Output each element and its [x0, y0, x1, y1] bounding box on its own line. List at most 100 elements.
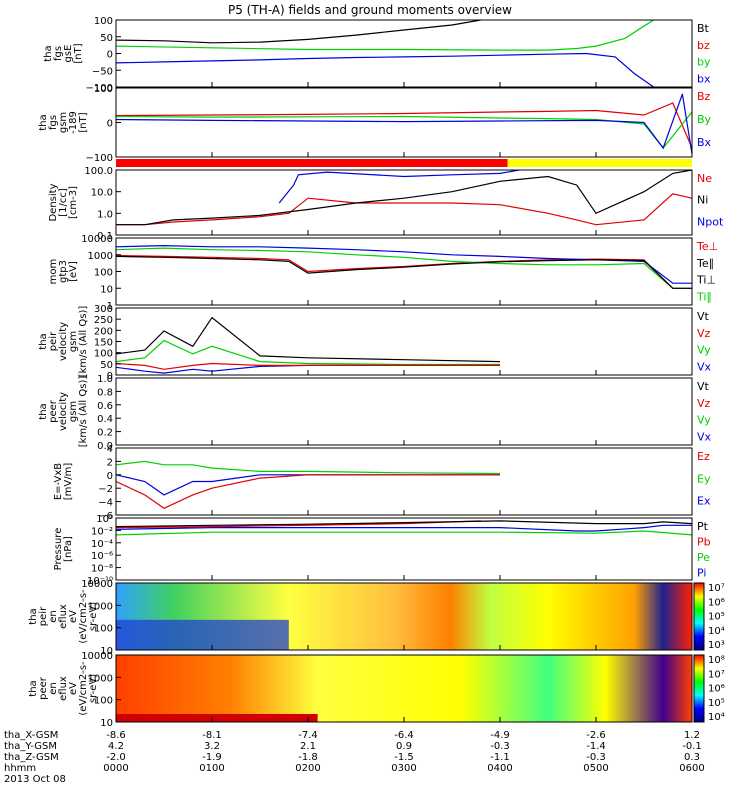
- y-axis-label: E=-VxB: [53, 463, 64, 500]
- legend-entry: bx: [697, 72, 711, 85]
- series-Ne: [116, 193, 692, 226]
- legend-entry: By: [697, 113, 712, 126]
- colorbar-tick: 10⁵: [708, 698, 725, 709]
- x-row-value: 2.1: [300, 741, 316, 752]
- series-Pi: [116, 524, 692, 532]
- y-axis-label: (eV/cm2-s-: [78, 661, 89, 716]
- panel-2: Bz By Bx 100 0 −100 tha fgs gsm -189 [nT]: [38, 84, 712, 164]
- y-tick-label: 0.8: [97, 387, 113, 398]
- series-Te⊥: [116, 254, 692, 289]
- colorbar-tick: 10⁷: [708, 583, 725, 594]
- series-Ez: [116, 474, 500, 509]
- panel-1: Bt bz by bx 100 50 0 −50 −100 tha fgs gsE [nT]: [43, 16, 711, 94]
- colorbar: [693, 654, 705, 723]
- y-axis-label: tha: [43, 45, 54, 61]
- series-group: [116, 170, 692, 226]
- y-tick-label: 200: [94, 326, 113, 337]
- y-tick-label: −2: [98, 484, 113, 495]
- y-tick-label: 300: [94, 304, 113, 315]
- y-tick-label: 100: [94, 696, 113, 707]
- y-tick-label: 0.0: [97, 441, 113, 452]
- colorbar-tick: 10⁷: [708, 669, 725, 680]
- series-group: [116, 93, 692, 155]
- y-axis-label: eV: [68, 610, 79, 623]
- x-row-value: -1.5: [394, 752, 414, 763]
- y-axis-label: [nPa]: [63, 536, 74, 562]
- y-tick-label: −100: [86, 153, 113, 164]
- legend-entry: Vz: [697, 327, 711, 340]
- legend-entry: Vx: [697, 360, 712, 373]
- panel-3: Ne Ni Npot 100.0 10.0 1.0 0.1 Density [1/cc] [cm-…: [48, 166, 724, 242]
- x-row-value: -1.4: [586, 741, 606, 752]
- x-row-value: -0.1: [682, 741, 702, 752]
- y-tick-label: 10: [100, 284, 113, 295]
- y-tick-label: 1: [107, 301, 113, 312]
- y-axis-label: eflux: [58, 676, 69, 701]
- y-tick-label: 0.6: [97, 401, 113, 412]
- panel-frame: [115, 87, 693, 158]
- y-axis-label: eV: [68, 682, 79, 695]
- y-axis-label: tha: [28, 680, 39, 696]
- y-tick-label: 100: [94, 624, 113, 635]
- legend-entry: Vx: [697, 430, 712, 443]
- colorbar-tick: 10⁶: [708, 597, 725, 608]
- legend-entry: bz: [697, 39, 710, 52]
- y-axis-label: [cm-3]: [68, 186, 79, 219]
- x-row-value: -1.9: [202, 752, 222, 763]
- x-row-value: 0.9: [396, 741, 412, 752]
- x-row-value: -2.0: [106, 752, 126, 763]
- y-axis-label: gsm: [58, 112, 69, 133]
- y-tick-label: 0: [107, 371, 113, 382]
- y-tick-label: 10: [100, 646, 113, 657]
- y-tick-label: 150: [94, 338, 113, 349]
- mode-bar: [116, 159, 692, 167]
- y-axis-label: [nT]: [73, 43, 84, 63]
- y-tick-label: 50: [100, 33, 113, 44]
- y-tick-label: 10⁻⁴: [91, 539, 113, 550]
- y-axis-label: eflux: [58, 604, 69, 629]
- series-bx: [116, 52, 654, 87]
- x-row-value: 0100: [199, 763, 224, 774]
- legend-entry: Vt: [697, 380, 710, 393]
- y-axis-label: en: [48, 682, 59, 695]
- panel-9: 10⁷ 10⁶ 10⁵ 10⁴ 10³ 10000 1000 100 10 tha peir en ef…: [28, 579, 725, 657]
- y-tick-label: 2: [107, 457, 113, 468]
- y-axis-label: [nT]: [78, 112, 89, 132]
- y-axis-label: mom: [48, 259, 59, 285]
- y-axis-label: [1/cc]: [58, 188, 69, 217]
- y-tick-label: 100: [94, 349, 113, 360]
- y-tick-label: 1000: [88, 601, 113, 612]
- y-tick-label: 0.1: [97, 231, 113, 242]
- y-tick-label: 10⁻²: [91, 526, 113, 537]
- y-tick-label: 1000: [88, 251, 113, 262]
- x-row-value: 4.2: [108, 741, 124, 752]
- series-Ni: [116, 170, 692, 226]
- x-row-value: 0200: [295, 763, 320, 774]
- y-axis-label: fgs: [48, 115, 59, 130]
- y-tick-label: 10.0: [91, 188, 113, 199]
- panel-6: Vt Vz Vy Vx 1.0 0.8 0.6 0.4 0.2 0.0 tha peer velocit…: [38, 374, 712, 452]
- x-row-label: tha_Z-GSM: [4, 752, 59, 763]
- y-tick-label: 100: [94, 268, 113, 279]
- y-axis-label: [km/s (All Qs)]: [78, 376, 89, 448]
- series-Ey: [116, 460, 501, 475]
- y-tick-label: 0: [107, 119, 113, 130]
- x-row-value: 0000: [103, 763, 128, 774]
- series-Pe: [116, 530, 692, 536]
- y-axis-label: gtp3: [58, 260, 69, 283]
- y-axis-label: peer: [48, 399, 59, 423]
- mode-bar-yellow: [507, 159, 692, 167]
- legend-entry: Ti∥: [696, 290, 712, 303]
- legend-entry: Pi: [697, 567, 706, 580]
- series-group: [116, 460, 501, 509]
- series-Vz: [116, 362, 500, 370]
- y-tick-label: 10⁻⁶: [91, 551, 113, 562]
- x-row-value: -8.6: [106, 730, 126, 741]
- y-tick-label: 10⁻⁸: [91, 564, 113, 575]
- y-tick-label: −50: [92, 66, 113, 77]
- y-tick-label: −100: [86, 83, 113, 94]
- series-group: [116, 520, 692, 536]
- heatmap-low-energy-band: [116, 619, 289, 650]
- x-row-label: tha_Y-GSM: [4, 741, 57, 752]
- colorbar: [693, 582, 705, 651]
